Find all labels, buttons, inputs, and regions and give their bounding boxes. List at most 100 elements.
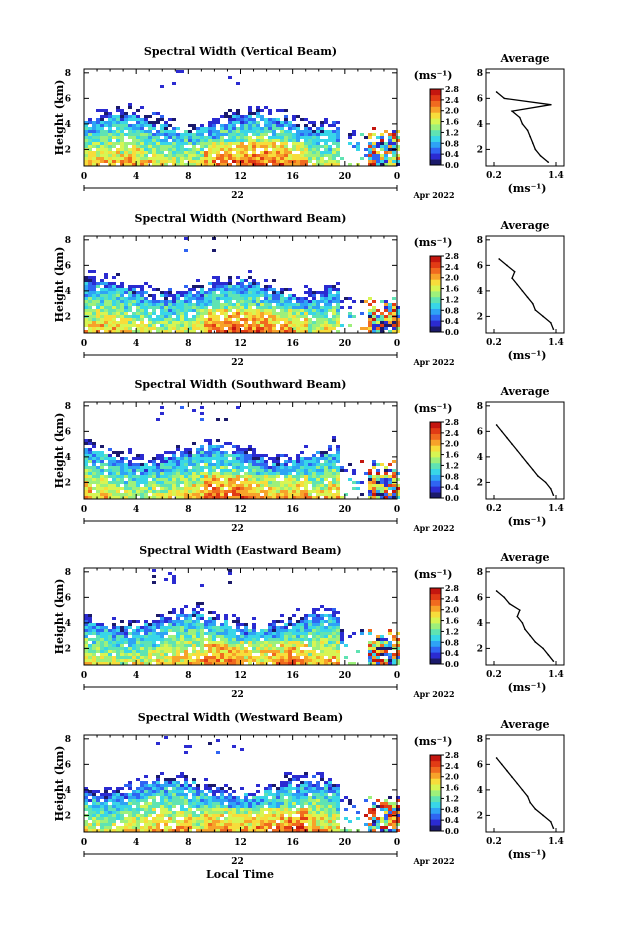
- heatmap-cell: [260, 641, 264, 644]
- heatmap-cell: [276, 475, 280, 478]
- heatmap-cell: [252, 487, 256, 490]
- heatmap-cell: [388, 303, 392, 306]
- heatmap-cell: [96, 321, 100, 324]
- heatmap-cell: [164, 324, 168, 327]
- profile-line: [497, 92, 551, 162]
- heatmap-cell: [196, 142, 200, 145]
- heatmap-cell: [236, 484, 240, 487]
- heatmap-cell: [104, 312, 108, 315]
- heatmap-cell: [292, 475, 296, 478]
- heatmap-cell: [164, 451, 168, 454]
- heatmap-cell: [196, 659, 200, 662]
- heatmap-cell: [252, 632, 256, 635]
- heatmap-cell: [280, 659, 284, 662]
- heatmap-cell: [284, 142, 288, 145]
- heatmap-cell: [244, 324, 248, 327]
- heatmap-cell: [208, 142, 212, 145]
- heatmap-cell: [268, 635, 272, 638]
- heatmap-cell: [260, 133, 264, 136]
- heatmap-cell: [372, 145, 376, 148]
- heatmap-cell: [112, 644, 116, 647]
- heatmap-cell: [208, 300, 212, 303]
- heatmap-cell: [376, 318, 380, 321]
- heatmap-cell: [232, 312, 236, 315]
- heatmap-cells: [84, 736, 400, 832]
- heatmap-cell: [124, 291, 128, 294]
- heatmap-cell: [272, 478, 276, 481]
- heatmap-cell: [236, 306, 240, 309]
- heatmap-cell: [160, 291, 164, 294]
- colorbar-swatch: [430, 107, 441, 113]
- heatmap-cell: [252, 145, 256, 148]
- heatmap-cell: [212, 617, 216, 620]
- heatmap-cell: [168, 294, 172, 297]
- heatmap-cell: [124, 826, 128, 829]
- heatmap-cell: [164, 808, 168, 811]
- heatmap-cell: [120, 315, 124, 318]
- heatmap-cell: [340, 641, 344, 644]
- heatmap-cell: [272, 481, 276, 484]
- heatmap-cell: [336, 288, 340, 291]
- heatmap-cell: [88, 327, 92, 330]
- x-tick-label: 0: [394, 671, 400, 681]
- heatmap-cell: [248, 475, 252, 478]
- heatmap-cell: [232, 136, 236, 139]
- heatmap-cell: [280, 312, 284, 315]
- heatmap-cell: [332, 439, 336, 442]
- heatmap-cell: [204, 327, 208, 330]
- heatmap-cell: [388, 478, 392, 481]
- heatmap-cell: [380, 312, 384, 315]
- heatmap-cell: [116, 160, 120, 163]
- heatmap-cell: [208, 157, 212, 160]
- heatmap-cell: [288, 148, 292, 151]
- heatmap-cell: [272, 279, 276, 282]
- heatmap-cell: [152, 793, 156, 796]
- heatmap-cell: [328, 487, 332, 490]
- heatmap-cell: [104, 282, 108, 285]
- heatmap-cell: [280, 145, 284, 148]
- heatmap-cell: [288, 635, 292, 638]
- heatmap-cell: [156, 638, 160, 641]
- heatmap-cell: [248, 270, 252, 273]
- heatmap-cell: [208, 315, 212, 318]
- heatmap-cell: [168, 130, 172, 133]
- heatmap-cell: [220, 623, 224, 626]
- heatmap-cell: [212, 124, 216, 127]
- colorbar-swatch: [430, 159, 441, 165]
- profile-y-tick-label: 4: [477, 453, 483, 463]
- heatmap-cell: [224, 493, 228, 496]
- heatmap-cell: [232, 484, 236, 487]
- heatmap-cell: [236, 647, 240, 650]
- heatmap-cell: [184, 312, 188, 315]
- heatmap-cell: [96, 124, 100, 127]
- colorbar-swatch: [430, 291, 441, 297]
- heatmap-cell: [208, 641, 212, 644]
- heatmap-cell: [88, 297, 92, 300]
- heatmap-cell: [92, 487, 96, 490]
- heatmap-cell: [368, 312, 372, 315]
- heatmap-cell: [276, 154, 280, 157]
- heatmap-cell: [120, 294, 124, 297]
- heatmap-cell: [108, 823, 112, 826]
- heatmap-cell: [120, 796, 124, 799]
- heatmap-cell: [120, 306, 124, 309]
- heatmap-cell: [172, 469, 176, 472]
- heatmap-cell: [352, 481, 356, 484]
- heatmap-cell: [224, 659, 228, 662]
- heatmap-cell: [108, 448, 112, 451]
- heatmap-cell: [180, 157, 184, 160]
- profile-point: [511, 110, 513, 112]
- heatmap-cell: [324, 315, 328, 318]
- heatmap-cell: [336, 481, 340, 484]
- heatmap-cell: [168, 136, 172, 139]
- heatmap-cell: [312, 303, 316, 306]
- heatmap-cell: [200, 327, 204, 330]
- heatmap-cell: [188, 457, 192, 460]
- heatmap-cell: [348, 297, 352, 300]
- heatmap-cell: [248, 493, 252, 496]
- heatmap-cell: [128, 448, 132, 451]
- heatmap-cell: [228, 463, 232, 466]
- heatmap-cell: [304, 136, 308, 139]
- heatmap-cell: [128, 291, 132, 294]
- heatmap-cell: [268, 118, 272, 121]
